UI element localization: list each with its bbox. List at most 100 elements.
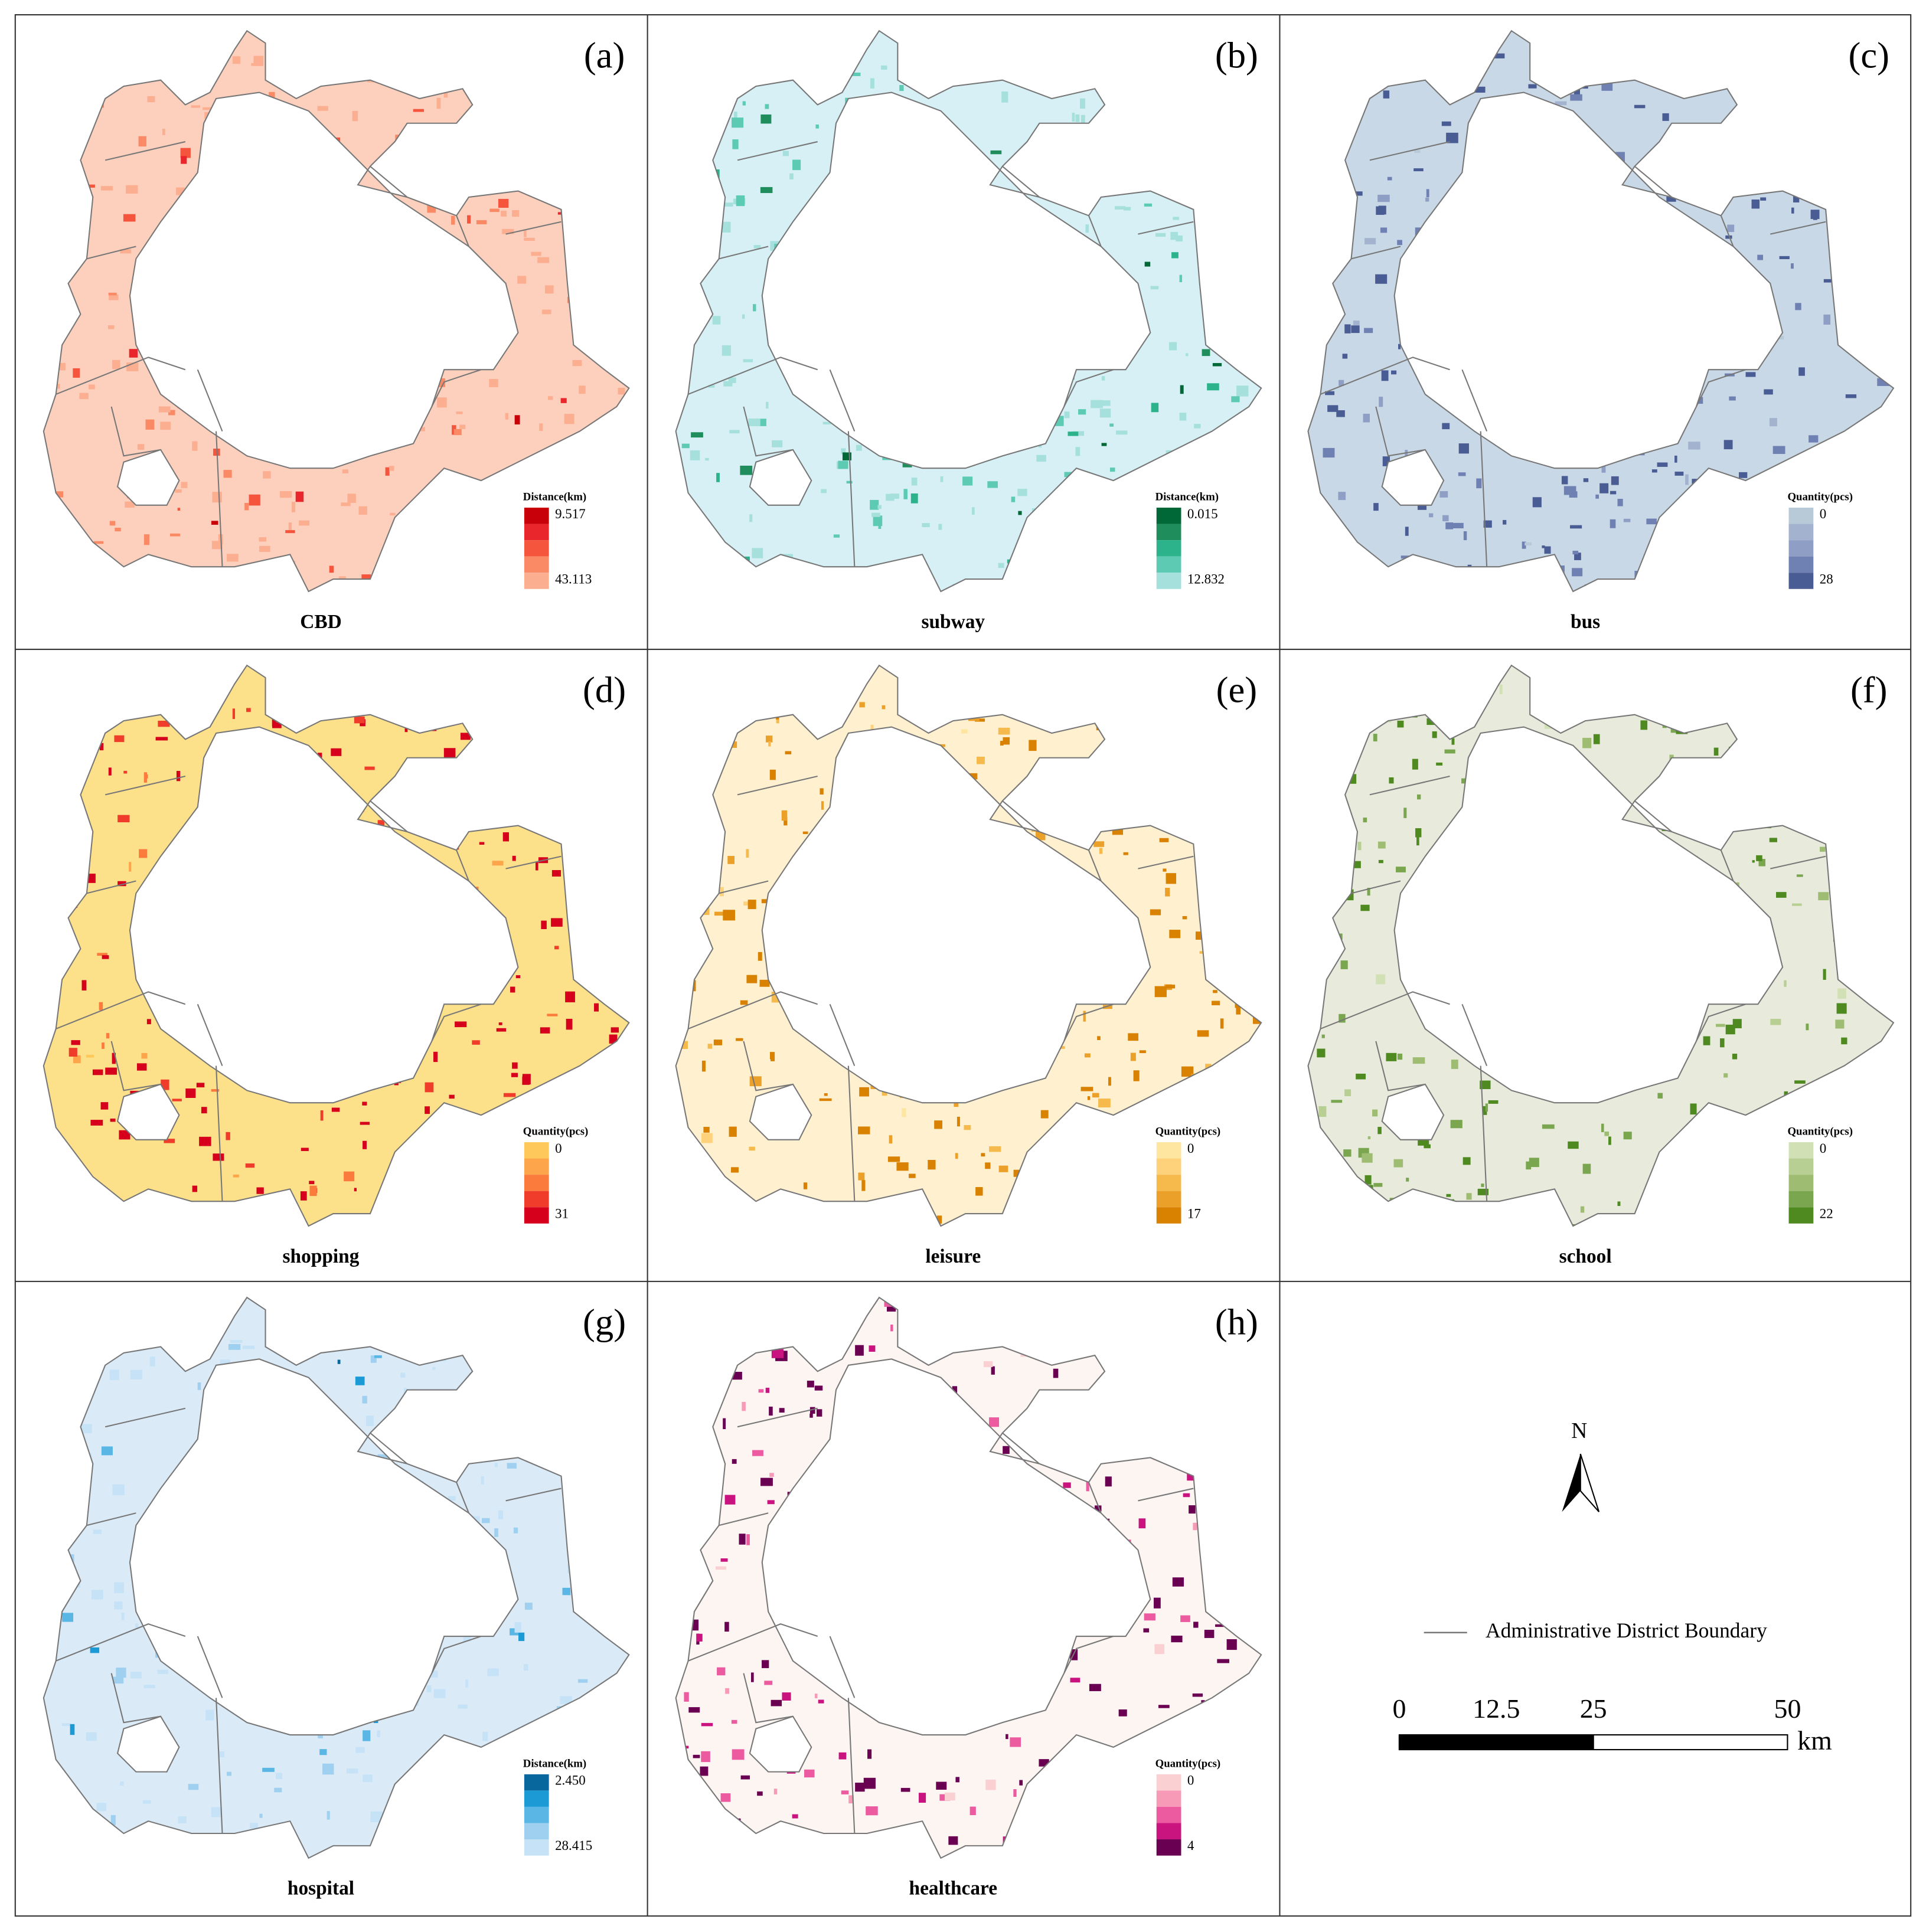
patch — [802, 831, 808, 835]
patch — [856, 444, 862, 451]
patch — [594, 1003, 599, 1012]
patch — [989, 1417, 1000, 1427]
patch — [817, 1409, 822, 1417]
patch — [1383, 90, 1390, 99]
patch — [114, 735, 125, 743]
patch — [1098, 1099, 1111, 1108]
patch — [1732, 1054, 1738, 1060]
legend-top-label: 9.517 — [555, 506, 586, 521]
patch — [341, 502, 351, 506]
patch — [149, 1356, 155, 1367]
patch — [1751, 199, 1760, 209]
legend-top-label: 0 — [1820, 506, 1826, 521]
patch — [518, 1632, 525, 1642]
district-boundary — [1634, 165, 1672, 198]
patch — [1212, 1001, 1220, 1006]
patch — [1171, 252, 1179, 259]
patch — [299, 520, 309, 526]
district-boundary — [1320, 357, 1450, 395]
patch — [503, 1093, 516, 1097]
patch — [1769, 838, 1777, 842]
patch — [337, 1359, 341, 1364]
patch — [425, 1082, 434, 1093]
patch — [1373, 503, 1379, 511]
north-label: N — [1571, 1419, 1587, 1443]
patch — [346, 1768, 358, 1774]
patch — [89, 384, 95, 390]
patch — [218, 1751, 225, 1757]
patch — [1001, 91, 1008, 103]
patch — [246, 708, 251, 712]
patch — [331, 1107, 340, 1112]
patch — [1138, 1518, 1146, 1529]
patch — [1406, 1178, 1409, 1182]
patch — [987, 481, 998, 488]
patch — [841, 1790, 849, 1794]
patch — [1810, 210, 1820, 220]
patch — [1703, 1036, 1710, 1045]
patch — [1072, 112, 1075, 122]
district-boundary — [86, 880, 136, 894]
patch — [1013, 1169, 1020, 1177]
patch — [91, 1590, 103, 1600]
patch — [846, 480, 853, 484]
patch — [1357, 841, 1362, 851]
patch — [1572, 568, 1583, 577]
patch — [731, 1719, 737, 1724]
patch — [123, 770, 128, 774]
legend-swatch — [1156, 1774, 1181, 1791]
patch — [736, 195, 745, 207]
patch — [1193, 1522, 1197, 1531]
legend-swatch — [1788, 1158, 1814, 1175]
patch — [425, 1106, 430, 1114]
patch — [1207, 383, 1219, 391]
patch — [565, 991, 575, 1002]
patch — [1018, 511, 1022, 515]
patch — [327, 1811, 330, 1820]
patch — [90, 1647, 100, 1653]
boundary-legend-text: Administrative District Boundary — [1486, 1619, 1767, 1642]
patch — [1779, 256, 1790, 260]
patch — [1725, 235, 1732, 239]
legend-swatch — [524, 556, 549, 573]
patch — [1836, 1003, 1847, 1014]
patch — [413, 109, 425, 112]
district-boundary — [216, 1065, 223, 1202]
district-boundary — [847, 1065, 856, 1202]
patch — [1634, 104, 1646, 109]
patch — [181, 156, 187, 164]
patch — [1159, 838, 1169, 842]
legend-swatch — [1156, 524, 1181, 541]
patch — [572, 359, 582, 367]
patch — [1446, 1194, 1451, 1197]
patch — [507, 1463, 517, 1469]
patch — [1083, 1011, 1086, 1022]
patch — [691, 432, 703, 438]
patch — [1662, 113, 1669, 121]
patch — [1036, 455, 1046, 462]
patch — [1343, 1149, 1352, 1157]
patch — [354, 716, 365, 724]
patch — [707, 1044, 713, 1049]
patch — [1601, 1123, 1604, 1133]
patch — [1151, 403, 1159, 413]
patch — [1725, 1024, 1735, 1035]
scale-unit: km — [1797, 1725, 1832, 1756]
patch — [1340, 960, 1348, 969]
legend-bottom-label: 22 — [1820, 1206, 1833, 1221]
patch — [824, 1093, 828, 1096]
patch — [342, 469, 348, 473]
patch — [467, 215, 471, 224]
patch — [73, 368, 80, 378]
patch — [715, 1566, 727, 1570]
patch — [1180, 1615, 1190, 1622]
study-area — [1308, 31, 1894, 591]
patch — [1398, 344, 1401, 349]
patch — [1182, 916, 1187, 920]
patch — [272, 717, 276, 727]
legend-top-label: 0 — [1820, 1141, 1826, 1156]
patch — [501, 211, 507, 217]
district-boundary — [1480, 431, 1488, 567]
district-boundary — [197, 1636, 223, 1698]
patch — [511, 1073, 518, 1077]
